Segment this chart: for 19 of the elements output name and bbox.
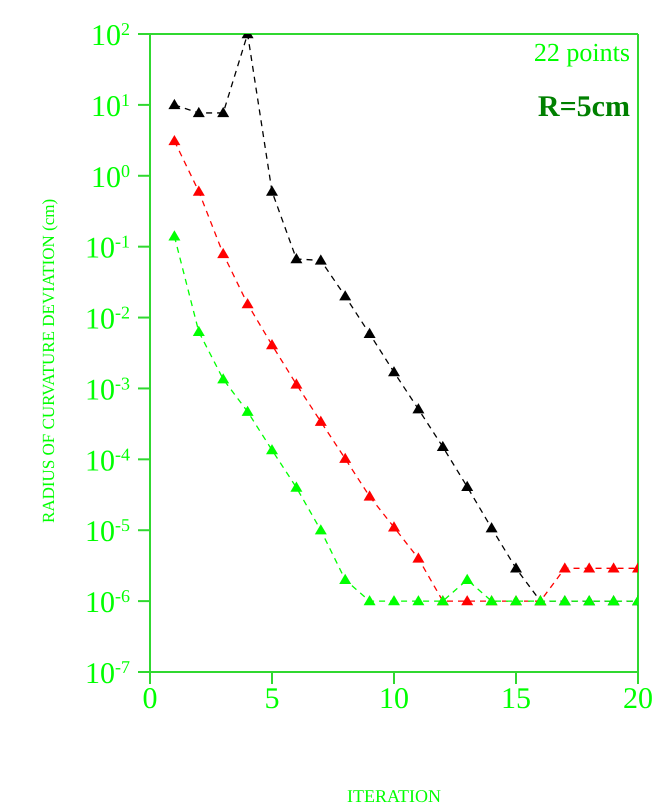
y-tick-label: 10$^{-2}$ <box>85 302 130 336</box>
y-tick-label: 10$^{-6}$ <box>85 586 130 620</box>
y-tick-label: 10$^{2}$ <box>91 19 130 52</box>
y-axis-title: RADIUS OF CURVATURE DEVIATION (cm) <box>39 198 58 523</box>
x-tick-label: 5 <box>264 682 280 715</box>
annotation: R=5cm <box>538 90 630 124</box>
y-tick-label: 10$^{1}$ <box>91 90 130 123</box>
x-tick-label: 20 <box>623 682 653 715</box>
y-tick-label: 10$^{-7}$ <box>85 657 130 690</box>
x-axis-title: ITERATION <box>347 786 441 804</box>
y-tick-label: 10$^{-1}$ <box>85 232 130 265</box>
y-tick-label: 10$^{-5}$ <box>85 515 130 548</box>
x-tick-label: 0 <box>142 682 158 715</box>
x-tick-label: 10 <box>379 682 409 715</box>
annotation: 22 points <box>534 38 630 68</box>
x-tick-label: 15 <box>501 682 531 715</box>
y-tick-label: 10$^{0}$ <box>91 160 130 194</box>
y-tick-label: 10$^{-3}$ <box>85 373 130 406</box>
y-tick-label: 10$^{-4}$ <box>85 444 130 478</box>
